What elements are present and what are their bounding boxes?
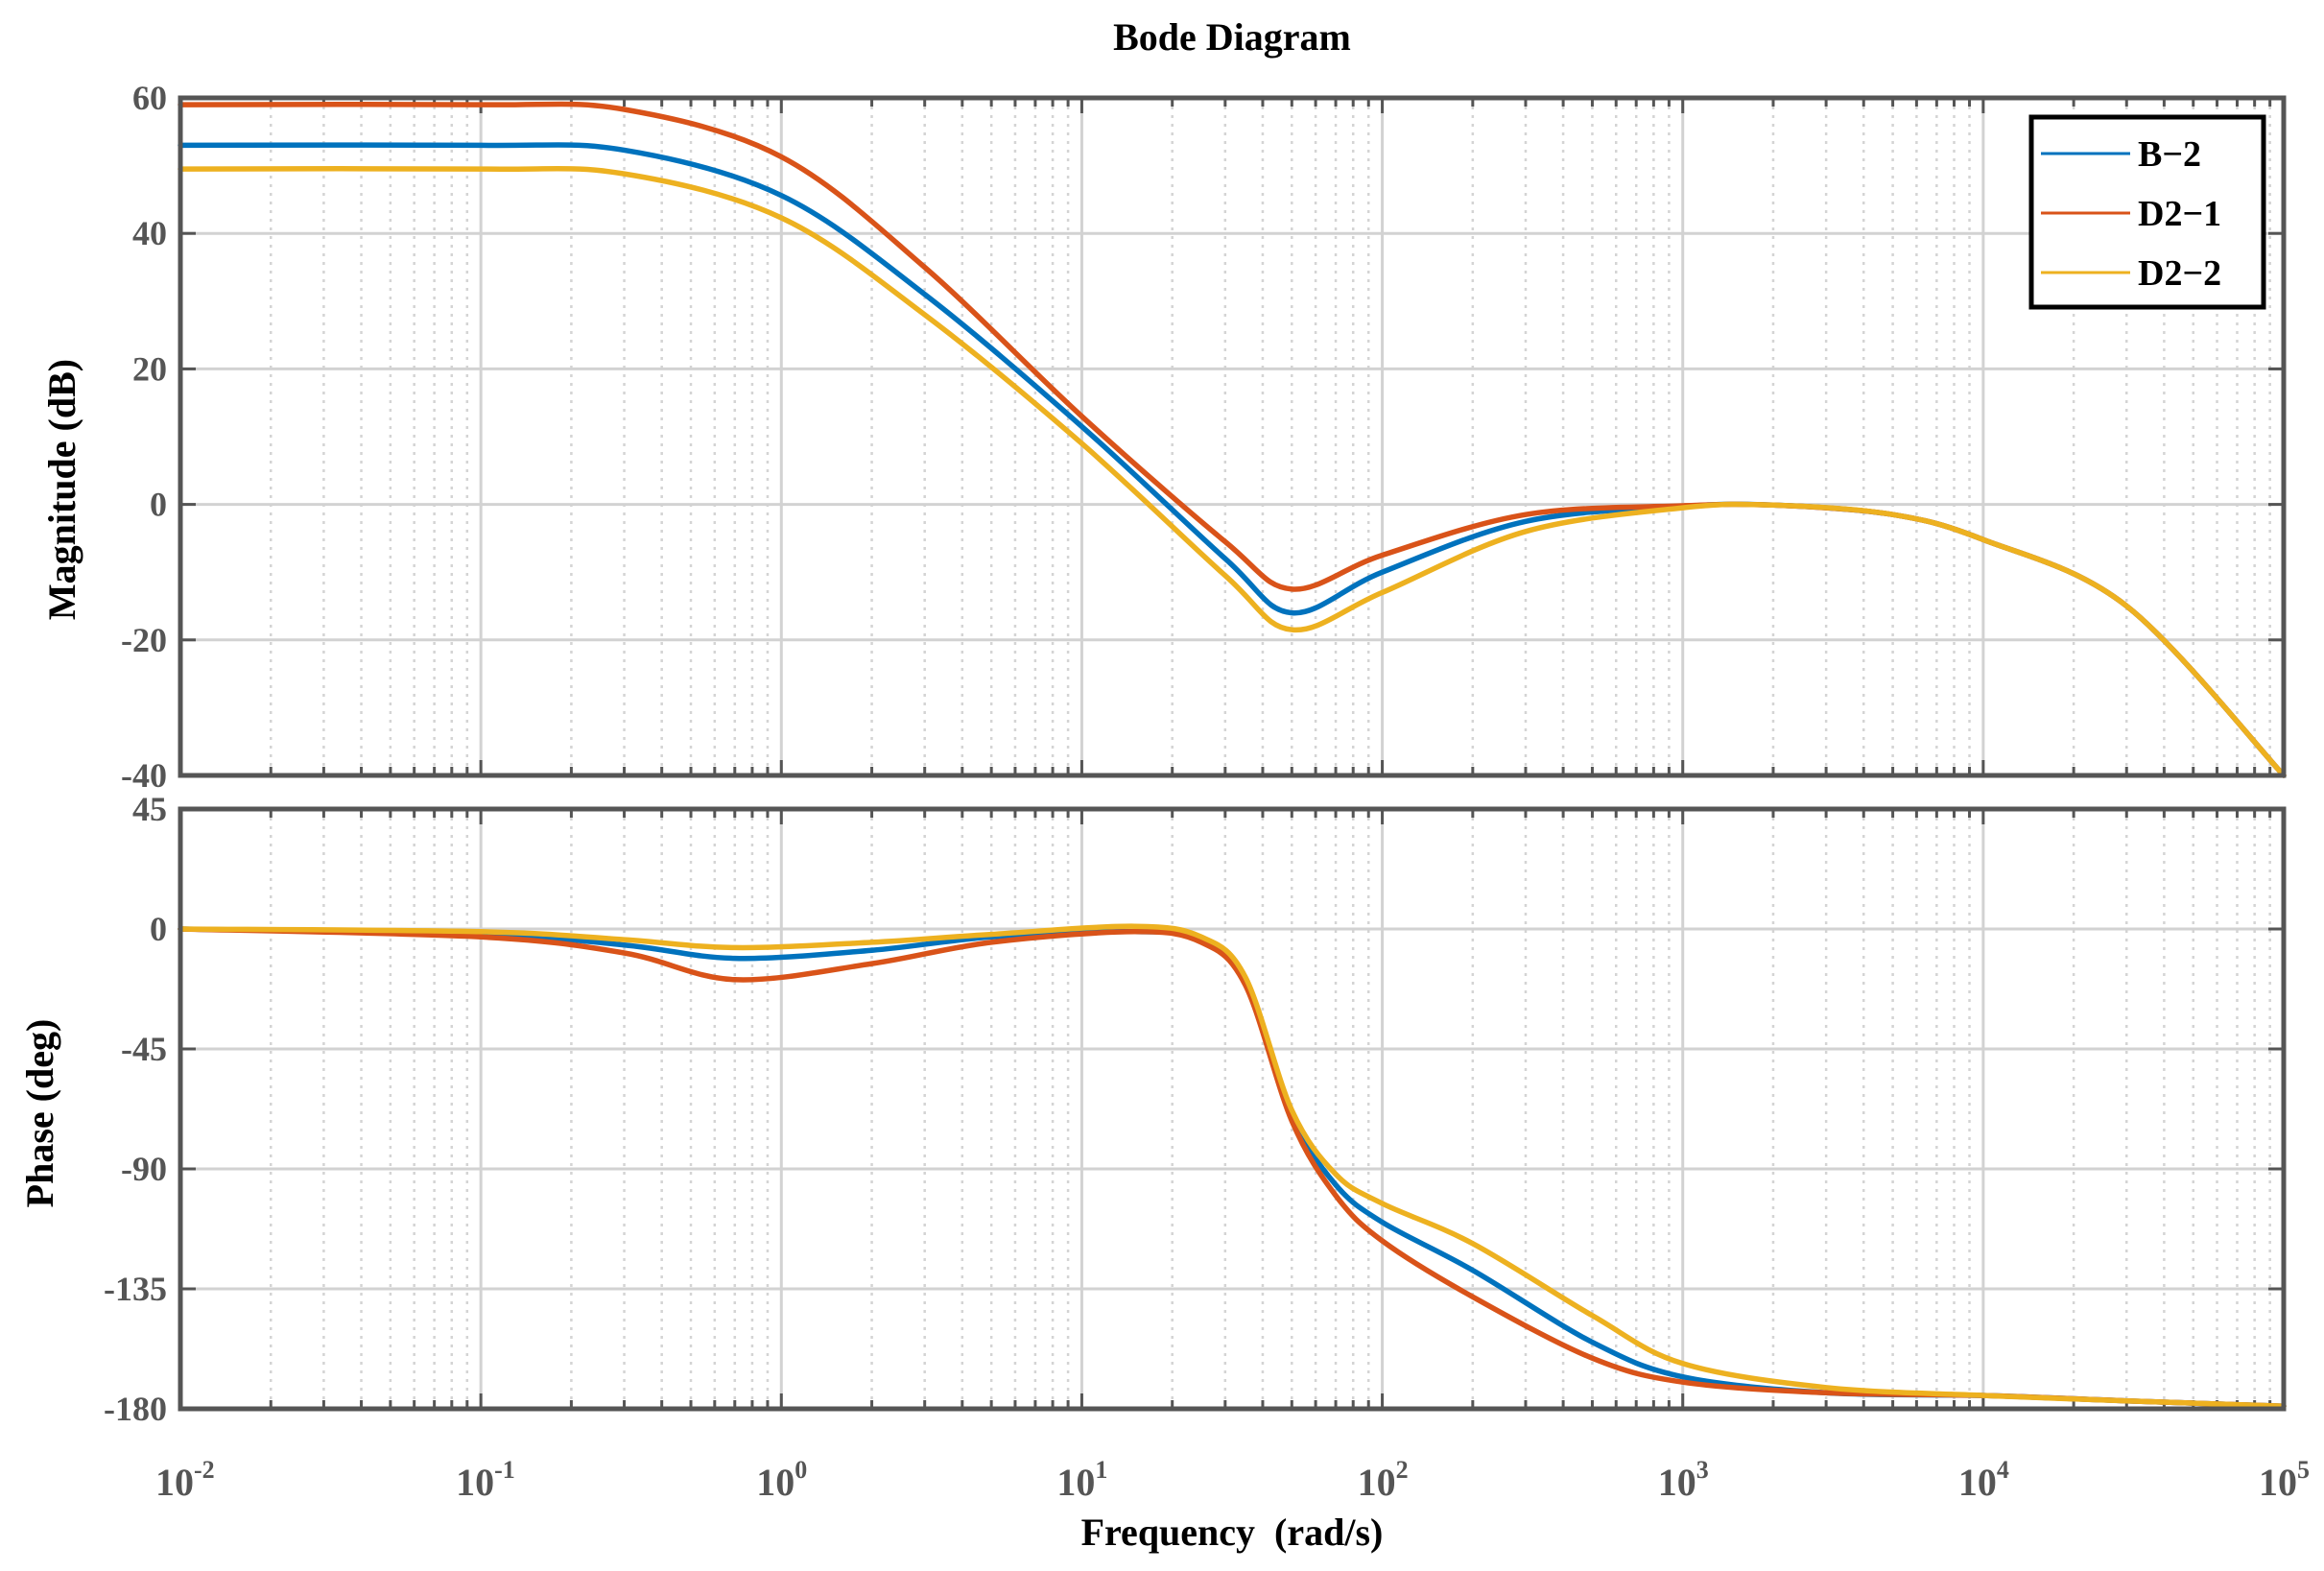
phase-series-d2-1 (178, 926, 2287, 1409)
magnitude-panel: 60 40 20 0 -20 -40 (121, 79, 2287, 795)
legend-label-d2-2: D2−2 (2138, 253, 2221, 294)
magnitude-ytick-label: 60 (132, 79, 167, 117)
xtick-label: 100 (756, 1456, 807, 1504)
phase-ytick-label: -45 (121, 1030, 167, 1068)
chart-title: Bode Diagram (1113, 15, 1351, 59)
phase-panel: 45 0 -45 -90 -135 -180 (104, 790, 2287, 1428)
xtick-label: 10-2 (155, 1456, 215, 1504)
phase-ytick-label: 45 (132, 790, 167, 828)
xtick-label: 10-1 (456, 1456, 515, 1504)
frequency-axis-label: Frequency (rad/s) (1081, 1511, 1384, 1554)
magnitude-axis-label: Magnitude (dB) (40, 359, 83, 620)
xtick-label: 103 (1658, 1456, 1709, 1504)
phase-ytick-label: -135 (104, 1270, 167, 1308)
magnitude-ytick-label: 20 (132, 349, 167, 388)
phase-ytick-label: 0 (150, 910, 167, 948)
frequency-axis-ticks: 10-2 10-1 100 101 102 103 104 105 (155, 1456, 2310, 1504)
magnitude-ytick-label: 0 (150, 486, 167, 524)
legend-label-d2-1: D2−1 (2138, 194, 2221, 234)
legend-label-b-2: B−2 (2138, 134, 2201, 175)
magnitude-series-d2-2 (178, 165, 2287, 778)
magnitude-ytick-label: 40 (132, 214, 167, 252)
magnitude-axes-box (178, 95, 2287, 778)
phase-axes-box (178, 806, 2287, 1412)
phase-ytick-label: -180 (104, 1390, 167, 1428)
xtick-label: 102 (1358, 1456, 1409, 1504)
phase-series-d2-2 (178, 923, 2287, 1409)
phase-axis-label: Phase (deg) (18, 1019, 61, 1208)
xtick-label: 105 (2259, 1456, 2310, 1504)
xtick-label: 104 (1958, 1456, 2009, 1504)
legend: B−2 D2−1 D2−2 (2028, 114, 2266, 310)
phase-ytick-label: -90 (121, 1150, 167, 1188)
magnitude-ytick-label: -20 (121, 621, 167, 659)
magnitude-ytick-label: -40 (121, 756, 167, 795)
xtick-label: 101 (1056, 1456, 1107, 1504)
